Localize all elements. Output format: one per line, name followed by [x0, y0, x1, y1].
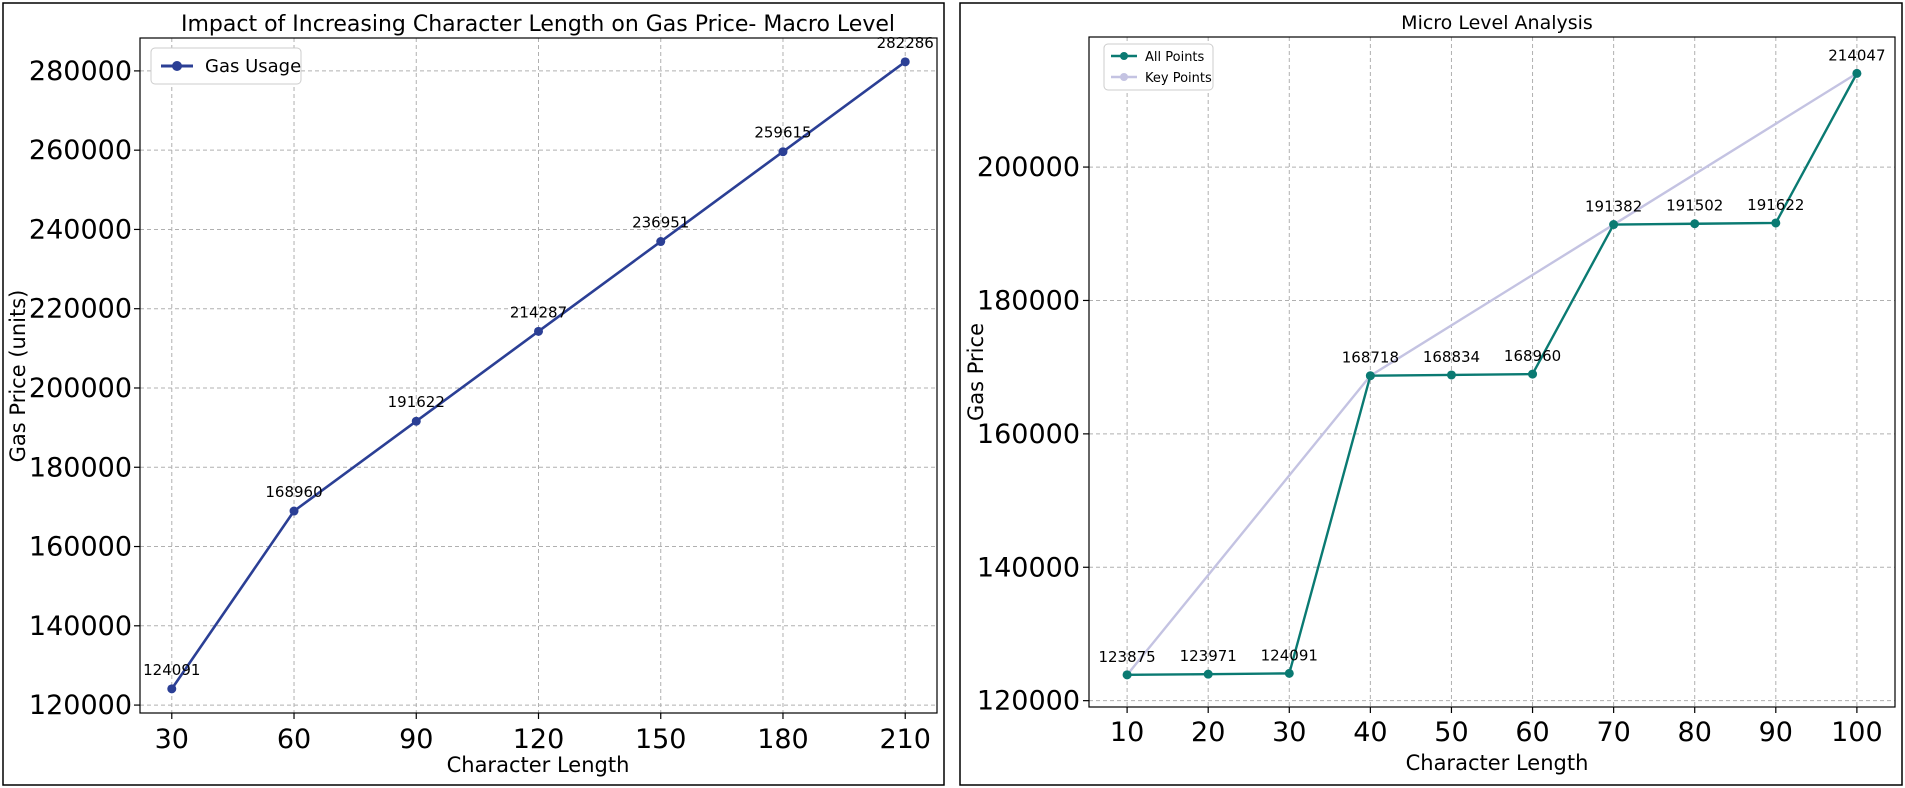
- macro-x-tick-label: 60: [277, 724, 311, 755]
- macro-chart-title: Impact of Increasing Character Length on…: [181, 12, 895, 37]
- macro-legend-box: [150, 47, 302, 85]
- macro-data-label: 168960: [265, 483, 322, 501]
- micro-data-point-all-points: [1203, 669, 1213, 679]
- macro-data-point-gas-usage: [534, 326, 543, 336]
- macro-y-tick-label: 200000: [29, 373, 132, 404]
- micro-x-tick-label: 90: [1759, 717, 1793, 748]
- micro-data-label: 123971: [1180, 647, 1237, 665]
- macro-plot-area: [139, 37, 938, 714]
- micro-axis-ticks: 10 20 30 40 50 60 70 80 90 100 120000 140000 160000 1…: [977, 152, 1883, 748]
- macro-panel-frame: [2, 2, 945, 786]
- micro-data-point-all-points: [1365, 371, 1375, 381]
- micro-data-point-all-points: [1771, 218, 1781, 228]
- macro-x-tick-label: 210: [879, 724, 931, 755]
- macro-axis-ticks: 30 60 90 120 150 180 210 120000 140000 160000 1800…: [29, 56, 931, 755]
- macro-data-point-gas-usage: [289, 506, 299, 516]
- micro-chart: Micro Level Analysis 10 20 30 40 50 60 70 80 90 1…: [959, 2, 1903, 786]
- micro-data-label: 168834: [1423, 348, 1480, 366]
- macro-data-point-gas-usage: [167, 684, 177, 694]
- micro-data-point-all-points: [1609, 220, 1619, 230]
- macro-data-point-gas-usage: [656, 237, 666, 247]
- micro-legend-label-key-points: Key Points: [1145, 71, 1212, 86]
- macro-y-tick-label: 280000: [29, 56, 132, 87]
- macro-x-axis-label: Character Length: [447, 753, 630, 777]
- micro-data-point-all-points: [1284, 668, 1294, 678]
- macro-legend-label: Gas Usage: [205, 56, 301, 77]
- macro-legend-swatch-marker: [172, 61, 182, 71]
- macro-x-tick-label: 30: [155, 724, 189, 755]
- micro-x-tick-label: 80: [1678, 717, 1712, 748]
- micro-x-tick-label: 40: [1353, 717, 1387, 748]
- micro-series-line-key-points: [1126, 72, 1858, 676]
- micro-y-tick-label: 180000: [977, 285, 1080, 316]
- micro-x-tick-label: 100: [1831, 717, 1883, 748]
- micro-data-label: 168718: [1342, 349, 1399, 367]
- macro-data-point-gas-usage: [778, 147, 788, 157]
- micro-x-axis-label: Character Length: [1406, 751, 1589, 775]
- macro-y-tick-label: 180000: [29, 452, 132, 483]
- macro-x-tick-label: 150: [635, 724, 687, 755]
- micro-data-point-all-points: [1528, 369, 1538, 379]
- macro-data-label: 191622: [388, 393, 445, 411]
- macro-data-label: 259615: [754, 124, 811, 142]
- macro-data-point-gas-usage: [411, 416, 421, 426]
- micro-gridlines: [1089, 37, 1895, 707]
- macro-data-label: 282286: [877, 34, 934, 52]
- macro-y-tick-label: 240000: [29, 214, 132, 245]
- micro-x-tick-label: 70: [1596, 717, 1630, 748]
- micro-data-point-all-points: [1446, 370, 1456, 380]
- micro-legend-label-all-points: All Points: [1145, 50, 1205, 65]
- macro-data-label: 214287: [510, 303, 567, 321]
- micro-data-label: 168960: [1504, 347, 1561, 365]
- macro-legend: Gas Usage: [150, 47, 302, 85]
- micro-y-tick-label: 120000: [977, 686, 1080, 717]
- macro-data-label: 236951: [632, 214, 689, 232]
- micro-data-label: 191382: [1585, 198, 1642, 216]
- macro-data-point-gas-usage: [900, 57, 910, 67]
- micro-y-tick-label: 140000: [977, 552, 1080, 583]
- macro-y-tick-label: 140000: [29, 611, 132, 642]
- micro-x-tick-label: 30: [1272, 717, 1306, 748]
- micro-x-tick-label: 20: [1191, 717, 1225, 748]
- micro-data-point-all-points: [1122, 670, 1132, 680]
- micro-plot-area: [1088, 36, 1896, 708]
- macro-y-tick-label: 120000: [29, 690, 132, 721]
- micro-legend: All Points Key Points: [1103, 43, 1214, 91]
- micro-y-tick-label: 200000: [977, 152, 1080, 183]
- macro-y-tick-label: 220000: [29, 294, 132, 325]
- micro-data-point-all-points: [1852, 68, 1862, 78]
- macro-x-tick-label: 180: [757, 724, 809, 755]
- macro-data-label: 124091: [143, 661, 200, 679]
- micro-data-label: 123875: [1098, 648, 1155, 666]
- macro-y-axis-label: Gas Price (units): [6, 290, 30, 463]
- macro-x-tick-label: 120: [513, 724, 565, 755]
- micro-y-tick-label: 160000: [977, 419, 1080, 450]
- micro-data-label: 214047: [1828, 46, 1885, 64]
- macro-chart: Impact of Increasing Character Length on…: [2, 2, 945, 786]
- micro-legend-swatch-marker-all-points: [1120, 52, 1128, 60]
- micro-series-line-all-points: [1127, 72, 1858, 677]
- micro-chart-title: Micro Level Analysis: [1401, 12, 1593, 34]
- micro-data-label: 191622: [1747, 196, 1804, 214]
- micro-legend-swatch-marker-key-points: [1120, 73, 1128, 81]
- micro-x-tick-label: 10: [1110, 717, 1144, 748]
- micro-panel-frame: [959, 2, 1903, 786]
- micro-data-label: 191502: [1666, 197, 1723, 215]
- micro-data-label: 124091: [1261, 646, 1318, 664]
- micro-x-tick-label: 60: [1515, 717, 1549, 748]
- macro-y-tick-label: 160000: [29, 532, 132, 563]
- macro-gridlines: [140, 38, 937, 713]
- micro-data-labels: 123875 123971 124091 168718 168834 168960 1913…: [1098, 46, 1885, 665]
- micro-y-axis-label: Gas Price: [964, 323, 988, 421]
- micro-data-point-all-points: [1690, 219, 1700, 229]
- macro-x-tick-label: 90: [399, 724, 433, 755]
- macro-series: [167, 57, 910, 694]
- macro-y-tick-label: 260000: [29, 135, 132, 166]
- micro-series: [1122, 68, 1862, 680]
- micro-x-tick-label: 50: [1434, 717, 1468, 748]
